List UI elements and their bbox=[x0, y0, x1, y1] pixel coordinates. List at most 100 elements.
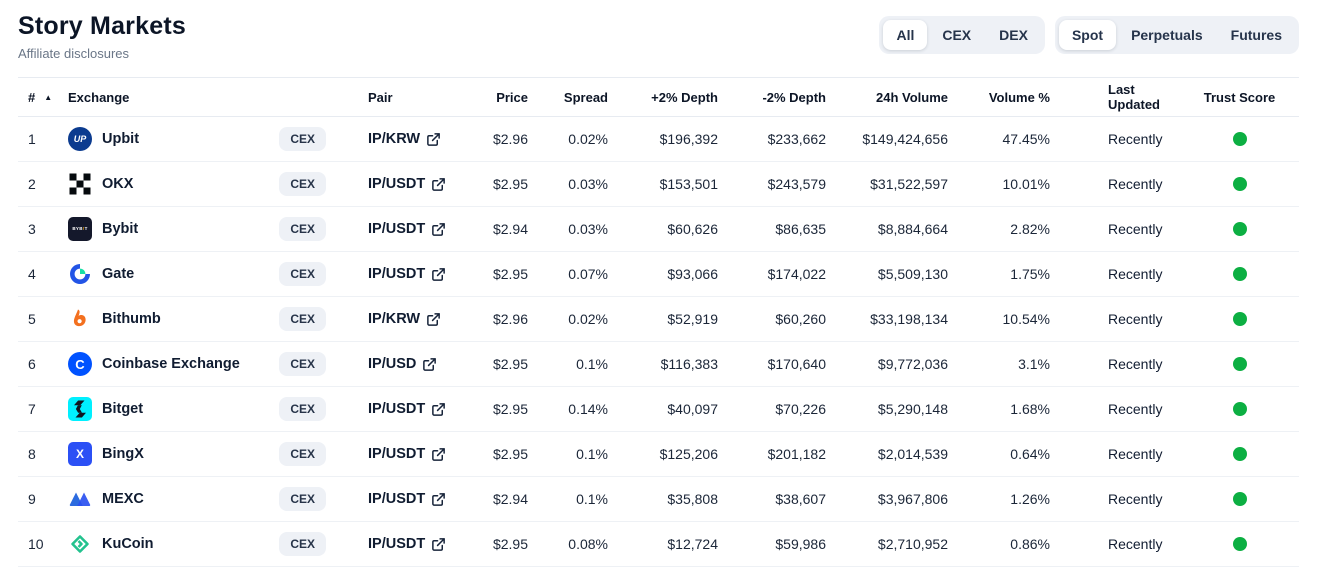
pair-link[interactable]: IP/USD bbox=[368, 356, 437, 372]
filter-all[interactable]: All bbox=[883, 20, 928, 50]
trust-score-dot bbox=[1232, 402, 1247, 416]
exchange-cell[interactable]: C Coinbase Exchange CEX bbox=[68, 342, 368, 386]
exchange-cell[interactable]: Bitget CEX bbox=[68, 387, 368, 431]
column-header-2-depth[interactable]: -2% Depth bbox=[718, 78, 826, 116]
table-row: 1 UP Upbit CEX IP/KRW $2.96 0.02% $196,392 $233,… bbox=[18, 117, 1299, 162]
pair-link[interactable]: IP/USDT bbox=[368, 536, 446, 552]
affiliate-disclosures-link[interactable]: Affiliate disclosures bbox=[18, 46, 130, 61]
column-header-label: -2% Depth bbox=[762, 89, 826, 105]
filter-spot[interactable]: Spot bbox=[1058, 20, 1117, 50]
pair-label: IP/KRW bbox=[368, 311, 421, 327]
exchange-cell[interactable]: BYB!T Bybit CEX bbox=[68, 207, 368, 251]
plus-2pct-depth-cell: $35,808 bbox=[667, 491, 718, 507]
external-link-icon bbox=[431, 177, 446, 192]
minus-2pct-depth-cell: $201,182 bbox=[767, 446, 826, 462]
column-header-[interactable]: # ▲ bbox=[18, 78, 68, 116]
pair-cell: IP/USDT bbox=[368, 207, 468, 251]
table-row: 4 Gate CEX IP/USDT $2.95 0.07% $93,066 $174,022… bbox=[18, 252, 1299, 297]
minus-2pct-depth-cell: $38,607 bbox=[775, 491, 826, 507]
filter-cex[interactable]: CEX bbox=[929, 20, 984, 50]
exchange-name: OKX bbox=[102, 176, 134, 192]
exchange-name: KuCoin bbox=[102, 536, 154, 552]
last-updated-cell: Recently bbox=[1108, 356, 1163, 372]
column-header-price[interactable]: Price bbox=[468, 78, 528, 116]
trust-score-dot bbox=[1232, 177, 1247, 191]
pair-link[interactable]: IP/USDT bbox=[368, 491, 446, 507]
pair-link[interactable]: IP/USDT bbox=[368, 221, 446, 237]
exchange-cell[interactable]: Bithumb CEX bbox=[68, 297, 368, 341]
sort-ascending-icon[interactable]: ▲ bbox=[44, 92, 53, 102]
last-updated-cell: Recently bbox=[1108, 176, 1163, 192]
filter-perpetuals[interactable]: Perpetuals bbox=[1118, 20, 1216, 50]
exchange-cell[interactable]: KuCoin CEX bbox=[68, 522, 368, 566]
column-header-2-depth[interactable]: +2% Depth bbox=[608, 78, 718, 116]
spread-cell: 0.08% bbox=[568, 536, 608, 552]
okx-logo bbox=[68, 172, 92, 196]
bybit-logo: BYB!T bbox=[68, 217, 92, 241]
pair-cell: IP/KRW bbox=[368, 117, 468, 161]
volume-pct-cell: 10.01% bbox=[1002, 176, 1050, 192]
exchange-type-badge: CEX bbox=[279, 532, 326, 556]
exchange-cell[interactable]: Gate CEX bbox=[68, 252, 368, 296]
spread-cell: 0.02% bbox=[568, 311, 608, 327]
exchange-name: Upbit bbox=[102, 131, 140, 147]
pair-link[interactable]: IP/USDT bbox=[368, 446, 446, 462]
exchange-cell[interactable]: OKX CEX bbox=[68, 162, 368, 206]
table-row: 10 KuCoin CEX IP/USDT $2.95 0.08% $12,724 $59,9… bbox=[18, 522, 1299, 567]
column-header-exchange[interactable]: Exchange bbox=[68, 78, 368, 116]
spread-cell: 0.1% bbox=[576, 446, 608, 462]
filter-futures[interactable]: Futures bbox=[1218, 20, 1295, 50]
pair-link[interactable]: IP/KRW bbox=[368, 311, 441, 327]
external-link-icon bbox=[431, 222, 446, 237]
trust-score-cell bbox=[1180, 297, 1299, 341]
plus-2pct-depth-cell: $153,501 bbox=[659, 176, 718, 192]
rank-cell: 4 bbox=[28, 266, 36, 282]
rank-cell: 2 bbox=[28, 176, 36, 192]
filter-dex[interactable]: DEX bbox=[986, 20, 1041, 50]
pair-cell: IP/USDT bbox=[368, 252, 468, 296]
table-row: 6 C Coinbase Exchange CEX IP/USD $2.95 0.1% $11… bbox=[18, 342, 1299, 387]
trust-score-cell bbox=[1180, 522, 1299, 566]
spread-cell: 0.03% bbox=[568, 221, 608, 237]
exchange-cell[interactable]: UP Upbit CEX bbox=[68, 117, 368, 161]
exchange-cell[interactable]: MEXC CEX bbox=[68, 477, 368, 521]
pair-link[interactable]: IP/KRW bbox=[368, 131, 441, 147]
trust-score-dot bbox=[1232, 132, 1247, 146]
exchange-name: Bithumb bbox=[102, 311, 161, 327]
pair-cell: IP/USDT bbox=[368, 387, 468, 431]
column-header-24h-volume[interactable]: 24h Volume bbox=[826, 78, 948, 116]
rank-cell: 5 bbox=[28, 311, 36, 327]
pair-link[interactable]: IP/USDT bbox=[368, 266, 446, 282]
table-row: 3 BYB!T Bybit CEX IP/USDT $2.94 0.03% $60,626 $8… bbox=[18, 207, 1299, 252]
column-header-trust-score[interactable]: Trust Score bbox=[1180, 78, 1299, 116]
price-cell: $2.96 bbox=[492, 311, 528, 327]
minus-2pct-depth-cell: $233,662 bbox=[767, 131, 826, 147]
table-body: 1 UP Upbit CEX IP/KRW $2.96 0.02% $196,392 $233,… bbox=[18, 117, 1299, 567]
column-header-spread[interactable]: Spread bbox=[528, 78, 608, 116]
column-header-label: Price bbox=[496, 89, 528, 105]
exchange-name: Bitget bbox=[102, 401, 144, 417]
column-header-last-updated[interactable]: Last Updated bbox=[1050, 78, 1180, 116]
spread-cell: 0.1% bbox=[576, 491, 608, 507]
last-updated-cell: Recently bbox=[1108, 221, 1163, 237]
markets-table: # ▲ Exchange Pair Price Spread +2% Depth -2% De… bbox=[18, 77, 1299, 567]
page-title: Story Markets bbox=[18, 12, 186, 40]
upbit-logo: UP bbox=[68, 127, 92, 151]
exchange-cell[interactable]: X BingX CEX bbox=[68, 432, 368, 476]
trust-score-dot bbox=[1232, 537, 1247, 551]
column-header-volume[interactable]: Volume % bbox=[948, 78, 1050, 116]
mexc-logo bbox=[68, 487, 92, 511]
column-header-label: Spread bbox=[563, 89, 608, 105]
rank-cell: 7 bbox=[28, 401, 36, 417]
trust-score-cell bbox=[1180, 477, 1299, 521]
trust-score-dot bbox=[1232, 312, 1247, 326]
pair-link[interactable]: IP/USDT bbox=[368, 176, 446, 192]
last-updated-cell: Recently bbox=[1108, 311, 1163, 327]
pair-link[interactable]: IP/USDT bbox=[368, 401, 446, 417]
column-header-pair[interactable]: Pair bbox=[368, 78, 468, 116]
table-header-row: # ▲ Exchange Pair Price Spread +2% Depth -2% De… bbox=[18, 77, 1299, 117]
last-updated-cell: Recently bbox=[1108, 446, 1163, 462]
price-cell: $2.95 bbox=[492, 266, 528, 282]
external-link-icon bbox=[426, 312, 441, 327]
plus-2pct-depth-cell: $93,066 bbox=[667, 266, 718, 282]
